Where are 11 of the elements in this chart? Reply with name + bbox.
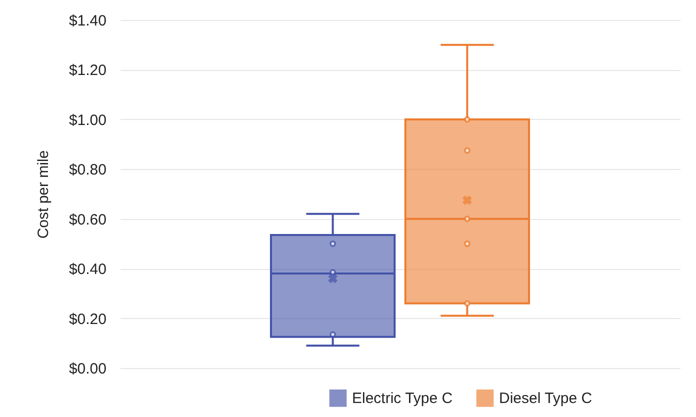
y-tick-label: $1.20 — [68, 62, 106, 80]
legend-label: Diesel Type C — [499, 390, 592, 408]
y-axis-title: Cost per mile — [34, 150, 52, 239]
y-tick-label: $0.20 — [68, 310, 106, 328]
y-tick-label: $0.00 — [68, 360, 106, 378]
legend-label: Electric Type C — [352, 390, 453, 408]
y-tick-label: $0.40 — [68, 261, 106, 278]
y-tick-label: $0.80 — [68, 162, 106, 179]
y-tick-label: $0.60 — [68, 211, 106, 228]
y-tick-label: $1.40 — [68, 12, 106, 30]
y-tick-label: $1.00 — [68, 112, 106, 129]
